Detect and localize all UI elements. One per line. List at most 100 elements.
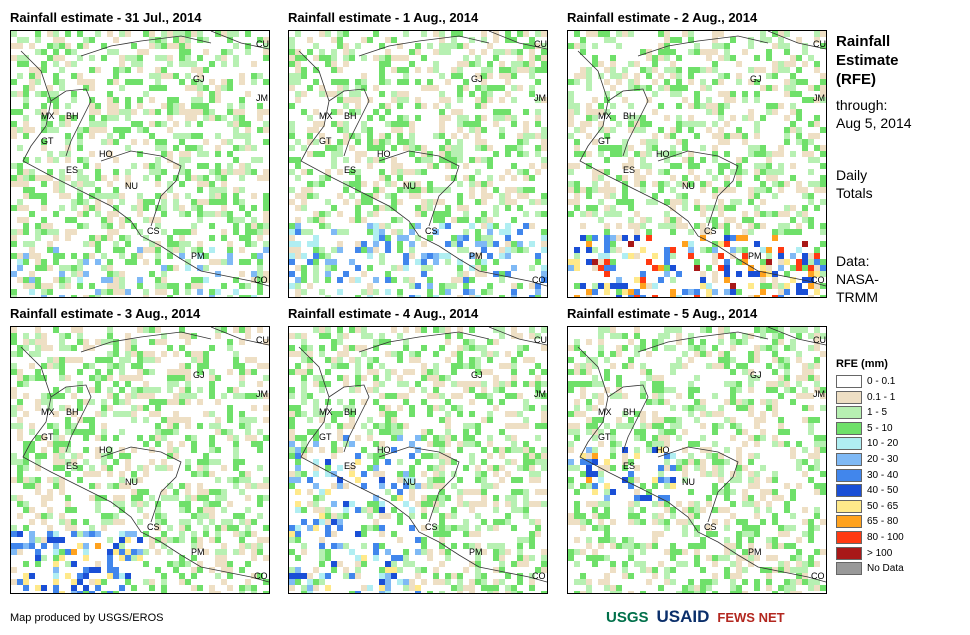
rainfall-cell xyxy=(415,381,421,387)
panel-title: Rainfall estimate - 5 Aug., 2014 xyxy=(567,306,758,321)
rainfall-cell xyxy=(664,259,670,265)
rainfall-cell xyxy=(820,229,826,235)
rainfall-cell xyxy=(107,271,113,277)
rainfall-cell xyxy=(535,199,541,205)
rainfall-cell xyxy=(610,489,616,495)
rainfall-cell xyxy=(245,483,251,489)
rainfall-cell xyxy=(397,265,403,271)
rainfall-cell xyxy=(397,393,403,399)
country-label-mx: MX xyxy=(319,407,333,417)
rainfall-cell xyxy=(191,393,197,399)
rainfall-cell xyxy=(682,97,688,103)
rainfall-cell xyxy=(83,459,89,465)
rainfall-cell xyxy=(161,193,167,199)
rainfall-cell xyxy=(143,31,149,37)
rainfall-cell xyxy=(415,357,421,363)
rainfall-cell xyxy=(676,193,682,199)
rainfall-cell xyxy=(676,223,682,229)
rainfall-cell xyxy=(35,223,41,229)
rainfall-cell xyxy=(433,49,439,55)
rainfall-cell xyxy=(409,369,415,375)
rainfall-cell xyxy=(694,295,700,297)
rainfall-cell xyxy=(574,163,580,169)
rainfall-cell xyxy=(748,217,754,223)
rainfall-cell xyxy=(185,193,191,199)
rainfall-cell xyxy=(313,139,319,145)
rainfall-cell xyxy=(149,169,155,175)
rainfall-cell xyxy=(113,483,119,489)
rainfall-cell xyxy=(307,357,313,363)
rainfall-cell xyxy=(475,345,481,351)
rainfall-cell xyxy=(17,205,23,211)
rainfall-cell xyxy=(239,283,245,289)
rainfall-cell xyxy=(409,357,415,363)
rainfall-cell xyxy=(391,157,397,163)
rainfall-cell xyxy=(808,157,814,163)
rainfall-cell xyxy=(670,327,676,333)
rainfall-cell xyxy=(421,369,427,375)
rainfall-cell xyxy=(616,247,622,253)
rainfall-cell xyxy=(337,429,343,435)
rainfall-cell xyxy=(307,229,313,235)
rainfall-cell xyxy=(101,465,107,471)
rainfall-cell xyxy=(107,199,113,205)
rainfall-cell xyxy=(215,187,221,193)
rainfall-cell xyxy=(736,381,742,387)
rainfall-cell xyxy=(301,585,307,591)
country-label-es: ES xyxy=(623,165,636,175)
rainfall-cell xyxy=(433,441,439,447)
rainfall-cell xyxy=(760,169,766,175)
rainfall-cell xyxy=(197,289,203,295)
rainfall-cell xyxy=(337,169,343,175)
rainfall-cell xyxy=(331,543,337,549)
rainfall-cell xyxy=(35,465,41,471)
rainfall-cell xyxy=(197,507,203,513)
rainfall-cell xyxy=(161,139,167,145)
rainfall-cell xyxy=(227,247,233,253)
rainfall-cell xyxy=(700,399,706,405)
rainfall-cell xyxy=(263,229,269,235)
rainfall-cell xyxy=(700,351,706,357)
rainfall-cell xyxy=(373,381,379,387)
rainfall-cell xyxy=(433,163,439,169)
rainfall-cell xyxy=(343,61,349,67)
rainfall-cell xyxy=(409,229,415,235)
rainfall-cell xyxy=(529,223,535,229)
rainfall-cell xyxy=(712,441,718,447)
rainfall-cell xyxy=(203,549,209,555)
rainfall-cell xyxy=(11,525,17,531)
rainfall-cell xyxy=(622,67,628,73)
rainfall-cell xyxy=(802,289,808,295)
rainfall-cell xyxy=(616,43,622,49)
rainfall-cell xyxy=(65,333,71,339)
rainfall-cell xyxy=(373,145,379,151)
rainfall-cell xyxy=(385,223,391,229)
rainfall-cell xyxy=(179,507,185,513)
rainfall-cell xyxy=(137,49,143,55)
rainfall-cell xyxy=(41,175,47,181)
rainfall-cell xyxy=(766,187,772,193)
rainfall-cell xyxy=(331,471,337,477)
rainfall-cell xyxy=(65,495,71,501)
rainfall-cell xyxy=(784,441,790,447)
rainfall-cell xyxy=(445,289,451,295)
rainfall-cell xyxy=(313,241,319,247)
rainfall-cell xyxy=(307,169,313,175)
rainfall-cell xyxy=(421,387,427,393)
rainfall-cell xyxy=(257,253,263,259)
rainfall-cell xyxy=(700,223,706,229)
rainfall-cell xyxy=(505,363,511,369)
rainfall-cell xyxy=(35,31,41,37)
rainfall-cell xyxy=(676,459,682,465)
rainfall-cell xyxy=(77,31,83,37)
rainfall-cell xyxy=(487,241,493,247)
rainfall-cell xyxy=(379,525,385,531)
rainfall-cell xyxy=(245,259,251,265)
rainfall-cell xyxy=(245,477,251,483)
rainfall-cell xyxy=(95,211,101,217)
rainfall-cell xyxy=(439,133,445,139)
rainfall-cell xyxy=(313,327,319,333)
rainfall-cell xyxy=(361,399,367,405)
rainfall-cell xyxy=(433,405,439,411)
rainfall-cell xyxy=(107,591,113,593)
